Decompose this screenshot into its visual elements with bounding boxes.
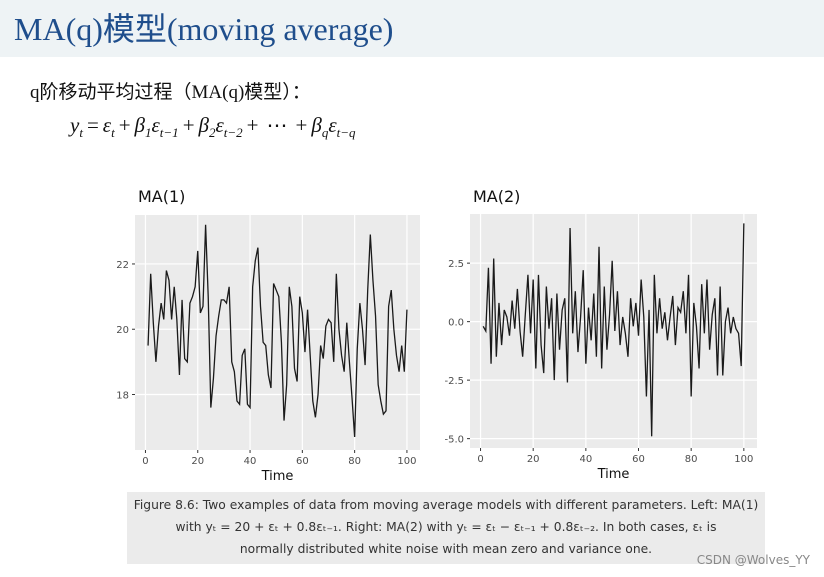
formula-operator: ⋯ xyxy=(266,113,288,137)
intro-text: q阶移动平均过程（MA(q)模型）： xyxy=(30,82,311,103)
formula-subscript: 2 xyxy=(209,125,216,141)
formula-term: εt−2 xyxy=(215,113,243,141)
figure: MA(1) 18 20 22 0 20 40 60 80 100 Time MA(2) -5.0 -2.5… xyxy=(93,180,765,492)
y-tick-label: 20 xyxy=(116,325,129,336)
slide-title: MA(q)模型(moving average) xyxy=(14,11,394,47)
formula-term: yt xyxy=(70,113,83,141)
x-tick-label: 80 xyxy=(348,456,361,467)
formula-term: εt xyxy=(102,113,115,141)
x-tick-label: 60 xyxy=(296,456,309,467)
y-tick-label: 2.5 xyxy=(448,259,464,270)
x-tick-label: 20 xyxy=(191,456,204,467)
series-line xyxy=(147,224,408,437)
caption: Figure 8.6: Two examples of data from mo… xyxy=(127,492,765,564)
x-tick-label: 40 xyxy=(244,456,257,467)
x-tick-label: 60 xyxy=(632,454,645,465)
y-tick-label: 22 xyxy=(116,260,129,271)
formula-subscript: t−2 xyxy=(223,125,243,141)
series-line xyxy=(482,223,745,437)
x-tick-label: 40 xyxy=(579,454,592,465)
formula: yt = εt + β1εt−1 + β2εt−2 + ⋯ + βqεt−q xyxy=(70,113,356,141)
formula-term: εt−q xyxy=(328,113,356,141)
x-axis-label: Time xyxy=(261,469,294,484)
formula-base: β xyxy=(311,113,322,137)
formula-term: βq xyxy=(311,113,329,141)
formula-base: ε xyxy=(102,113,112,137)
y-tick-label: -2.5 xyxy=(444,376,464,387)
formula-subscript: t−q xyxy=(336,125,356,141)
x-tick-label: 100 xyxy=(397,456,416,467)
x-tick-label: 0 xyxy=(477,454,483,465)
formula-term: εt−1 xyxy=(151,113,179,141)
formula-base: ε xyxy=(215,113,224,137)
caption-line: with yₜ = 20 + εₜ + 0.8εₜ₋₁. Right: MA(2… xyxy=(175,520,717,534)
chart-title: MA(1) xyxy=(138,187,185,206)
caption-line: Figure 8.6: Two examples of data from mo… xyxy=(133,498,759,512)
formula-operator: + xyxy=(182,113,195,137)
x-tick-label: 20 xyxy=(527,454,540,465)
formula-base: β xyxy=(134,113,146,137)
plot-panel xyxy=(470,214,757,448)
formula-base: β xyxy=(198,113,209,137)
chart-title: MA(2) xyxy=(473,187,520,206)
plot-panel xyxy=(135,215,420,450)
x-axis-label: Time xyxy=(597,467,630,482)
formula-subscript: q xyxy=(321,125,329,141)
formula-operator: + xyxy=(295,113,308,137)
watermark: CSDN @Wolves_YY xyxy=(696,553,810,567)
x-tick-label: 100 xyxy=(734,454,753,465)
formula-base: ε xyxy=(151,113,160,137)
title-bar xyxy=(0,0,824,57)
formula-subscript: t xyxy=(79,125,83,141)
formula-subscript: t−1 xyxy=(159,125,179,141)
formula-subscript: 1 xyxy=(145,125,152,141)
y-tick-label: 0.0 xyxy=(448,318,464,329)
caption-line: normally distributed white noise with me… xyxy=(239,542,653,556)
formula-operator: + xyxy=(246,113,259,137)
y-tick-label: -5.0 xyxy=(444,435,464,446)
formula-subscript: t xyxy=(111,125,115,141)
formula-operator: = xyxy=(86,113,99,137)
formula-base: ε xyxy=(328,113,337,137)
formula-operator: + xyxy=(118,113,131,137)
y-tick-label: 18 xyxy=(116,391,129,402)
formula-term: β2 xyxy=(198,113,216,141)
x-tick-label: 80 xyxy=(685,454,698,465)
x-tick-label: 0 xyxy=(142,456,148,467)
figure-charts: MA(1) 18 20 22 0 20 40 60 80 100 Time MA(2) -5.0 -2.5… xyxy=(116,187,757,484)
formula-term: β1 xyxy=(134,113,152,141)
formula-base: y xyxy=(70,113,80,137)
